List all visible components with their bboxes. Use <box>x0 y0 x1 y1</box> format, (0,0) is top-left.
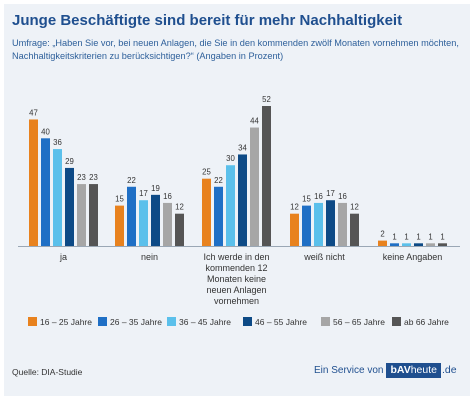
bar <box>65 167 74 246</box>
legend-swatch <box>243 317 252 326</box>
legend-swatch <box>98 317 107 326</box>
bar <box>53 149 62 246</box>
data-label: 16 <box>314 192 323 201</box>
category-label: weiß nicht <box>303 252 345 262</box>
logo-bold-part: bAV <box>390 364 411 376</box>
bar <box>77 184 86 246</box>
legend-swatch <box>321 317 330 326</box>
bar <box>426 243 435 246</box>
data-label: 47 <box>29 108 38 117</box>
data-label: 12 <box>290 203 299 212</box>
logo-rest-part: heute <box>410 364 437 376</box>
bar <box>238 154 247 246</box>
data-label: 44 <box>250 117 259 126</box>
data-label: 12 <box>350 203 359 212</box>
category-label: ja <box>59 252 67 262</box>
data-label: 52 <box>262 95 271 104</box>
category-label: Ich werde in den <box>203 252 269 262</box>
bar <box>350 213 359 246</box>
chart-title: Junge Beschäftigte sind bereit für mehr … <box>12 12 403 29</box>
bar <box>338 202 347 246</box>
data-label: 16 <box>338 192 347 201</box>
data-label: 29 <box>65 157 74 166</box>
category-label: kommenden 12 <box>205 263 267 273</box>
bar <box>302 205 311 246</box>
data-label: 1 <box>392 232 396 241</box>
data-label: 23 <box>89 173 98 182</box>
service-credit: Ein Service von bAV heute .de <box>314 361 457 379</box>
data-label: 40 <box>41 127 50 136</box>
bar <box>326 200 335 246</box>
bar <box>214 186 223 246</box>
chart-subtitle: Umfrage: „Haben Sie vor, bei neuen Anlag… <box>12 37 464 63</box>
category-label: Monaten keine <box>207 274 266 284</box>
legend-swatch <box>167 317 176 326</box>
bar <box>163 202 172 246</box>
bar <box>290 213 299 246</box>
legend-swatch <box>392 317 401 326</box>
data-label: 1 <box>416 232 420 241</box>
service-prefix: Ein Service von <box>314 364 384 376</box>
bar <box>378 240 387 246</box>
bar <box>202 178 211 246</box>
bar <box>151 194 160 246</box>
bar <box>226 165 235 246</box>
category-label: vornehmen <box>214 296 259 306</box>
subtitle-line-2: Nachhaltigkeitskriterien zu berücksichti… <box>12 51 284 61</box>
data-label: 36 <box>53 138 62 147</box>
data-label: 22 <box>127 176 136 185</box>
data-label: 23 <box>77 173 86 182</box>
data-label: 15 <box>115 195 124 204</box>
legend-label: ab 66 Jahre <box>404 317 449 327</box>
category-label: neuen Anlagen <box>206 285 266 295</box>
data-label: 16 <box>163 192 172 201</box>
data-label: 17 <box>326 189 335 198</box>
legend-label: 56 – 65 Jahre <box>333 317 385 327</box>
bar <box>127 186 136 246</box>
data-label: 30 <box>226 154 235 163</box>
legend-label: 46 – 55 Jahre <box>255 317 307 327</box>
data-label: 17 <box>139 189 148 198</box>
bar <box>41 138 50 246</box>
subtitle-line-1: Umfrage: „Haben Sie vor, bei neuen Anlag… <box>12 38 459 48</box>
bar <box>314 202 323 246</box>
bar <box>250 127 259 246</box>
data-label: 34 <box>238 143 247 152</box>
data-label: 2 <box>380 230 384 239</box>
legend-label: 26 – 35 Jahre <box>110 317 162 327</box>
category-label: keine Angaben <box>383 252 443 262</box>
bar <box>89 184 98 246</box>
bar <box>175 213 184 246</box>
legend-swatch <box>28 317 37 326</box>
data-label: 1 <box>428 232 432 241</box>
data-label: 22 <box>214 176 223 185</box>
bar <box>402 243 411 246</box>
bar <box>115 205 124 246</box>
category-label: nein <box>141 252 158 262</box>
legend-label: 16 – 25 Jahre <box>40 317 92 327</box>
data-label: 1 <box>404 232 408 241</box>
legend-label: 36 – 45 Jahre <box>179 317 231 327</box>
data-label: 15 <box>302 195 311 204</box>
bar <box>29 119 38 246</box>
bavheute-logo: bAV heute <box>386 362 441 378</box>
bar <box>438 243 447 246</box>
bar <box>262 106 271 246</box>
data-label: 1 <box>440 232 444 241</box>
data-label: 25 <box>202 168 211 177</box>
bar <box>390 243 399 246</box>
data-label: 12 <box>175 203 184 212</box>
bar <box>139 200 148 246</box>
logo-tld: .de <box>442 364 457 376</box>
source-note: Quelle: DIA-Studie <box>12 367 83 377</box>
bar <box>414 243 423 246</box>
data-label: 19 <box>151 184 160 193</box>
